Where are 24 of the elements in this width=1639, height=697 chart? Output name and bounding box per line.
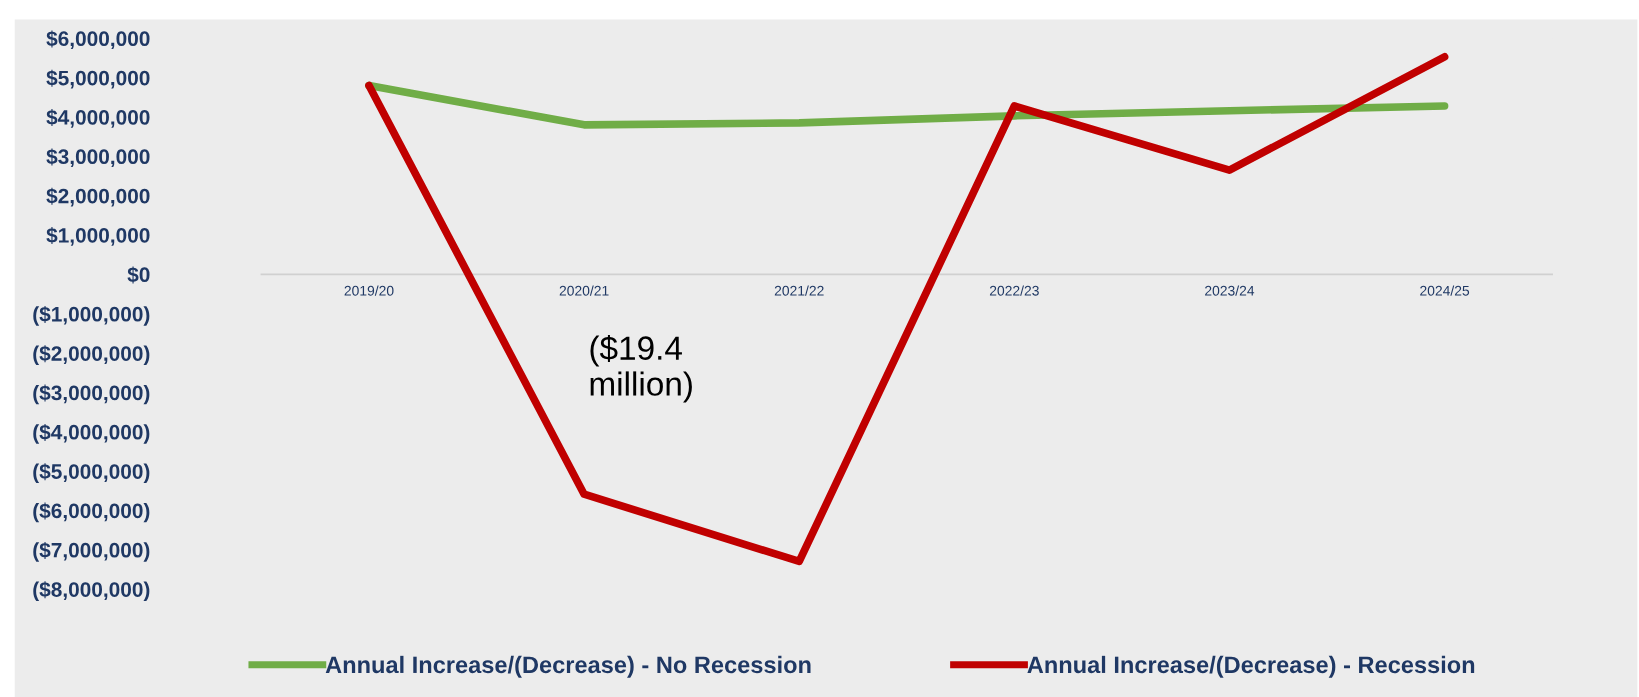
legend-label: Annual Increase/(Decrease) - No Recession: [325, 655, 811, 678]
y-tick-label: ($5,000,000): [33, 463, 150, 484]
y-tick-label: $6,000,000: [46, 30, 150, 50]
y-tick-label: ($4,000,000): [33, 423, 150, 444]
y-tick-label: $1,000,000: [46, 227, 150, 246]
x-tick-label: 2022/23: [989, 285, 1039, 296]
y-tick-label: ($1,000,000): [33, 305, 150, 326]
x-tick-label: 2024/25: [1420, 285, 1470, 296]
legend-label: Annual Increase/(Decrease) - Recession: [1027, 655, 1475, 678]
y-tick-label: $2,000,000: [46, 187, 150, 207]
y-tick-label: $3,000,000: [46, 148, 150, 168]
x-tick-label: 2019/20: [344, 285, 394, 296]
y-tick-label: $0: [127, 266, 150, 284]
x-tick-label: 2021/22: [774, 285, 824, 296]
x-tick-label: 2020/21: [559, 285, 609, 296]
y-tick-label: ($2,000,000): [33, 345, 150, 366]
y-tick-label: ($8,000,000): [33, 581, 150, 602]
y-tick-label: $5,000,000: [46, 69, 150, 89]
y-tick-label: $4,000,000: [46, 109, 150, 128]
y-tick-label: ($3,000,000): [33, 384, 150, 405]
x-tick-label: 2023/24: [1205, 285, 1255, 296]
y-tick-label: ($7,000,000): [33, 541, 150, 562]
y-tick-label: ($6,000,000): [33, 502, 150, 523]
annotation: ($19.4 million): [590, 334, 692, 403]
